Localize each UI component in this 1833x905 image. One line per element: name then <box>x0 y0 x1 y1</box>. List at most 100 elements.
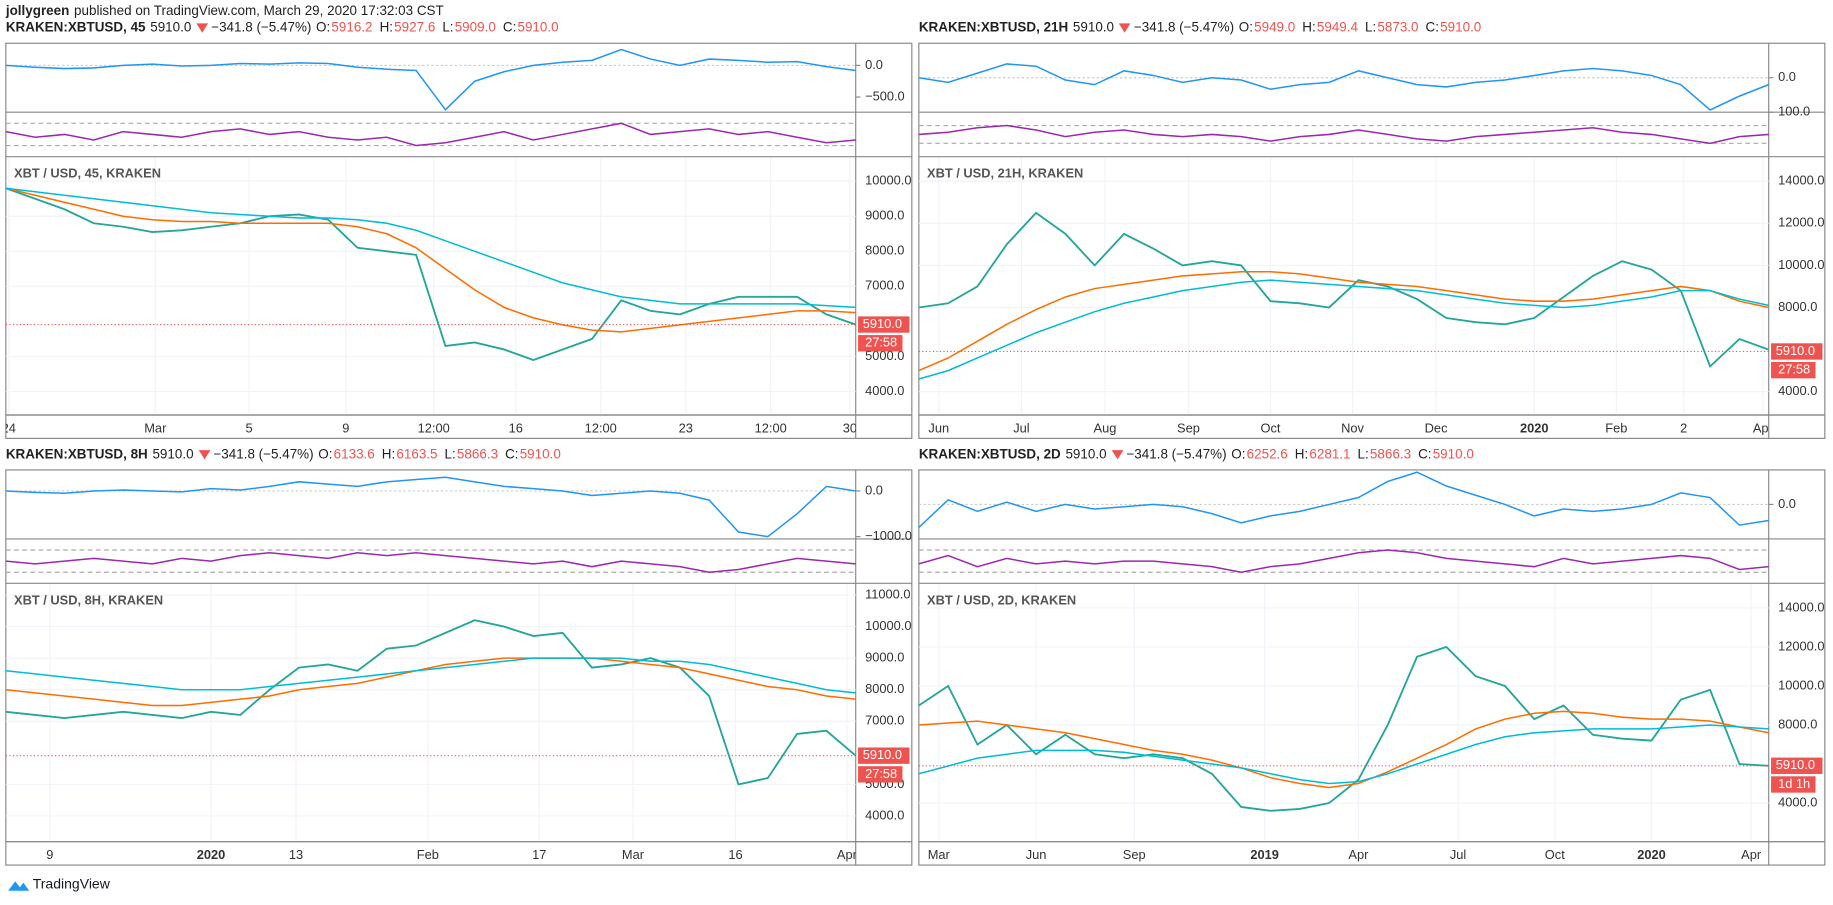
price-line <box>918 645 1769 812</box>
countdown-box <box>1771 361 1816 379</box>
x-tick-label: 2020 <box>1520 420 1549 435</box>
x-tick-label: 12:00 <box>755 420 787 435</box>
x-tick-label: 9 <box>46 847 53 862</box>
rsi-line <box>918 549 1769 574</box>
rsi-line <box>5 552 856 573</box>
ohlc-value: 5873.0 <box>1377 21 1419 36</box>
x-tick-label: Feb <box>417 847 439 862</box>
countdown: 1d 1h <box>1778 776 1810 791</box>
chart-header: KRAKEN:XBTUSD, 45 5910.0 −341.8 (−5.47%) O:… <box>6 21 566 35</box>
ohlc-value: 5910.0 <box>517 21 559 36</box>
y-tick-label: 8000.0 <box>865 681 904 696</box>
macd-line <box>918 63 1769 111</box>
x-tick-label: Jun <box>928 420 949 435</box>
countdown-box <box>1771 776 1816 793</box>
change: −341.8 (−5.47%) <box>213 447 314 462</box>
price-line <box>5 619 857 786</box>
ohlc-value: 6281.1 <box>1309 447 1351 462</box>
last-price-box <box>858 747 910 764</box>
price-line <box>918 724 1769 785</box>
ohlc-value: 5916.2 <box>331 21 373 36</box>
chart-panel: 24 Mar 5 9 12:00 16 12:00 23 12:00 30 0.0 −500.0 100… <box>2 42 913 439</box>
x-tick-label: 16 <box>728 847 742 862</box>
x-tick-label: 2019 <box>1250 847 1279 862</box>
x-tick-label: 5 <box>246 420 253 435</box>
y-tick-label: 7000.0 <box>865 278 904 293</box>
price-line <box>5 187 856 333</box>
x-tick-label: Oct <box>1261 420 1281 435</box>
ohlc-name: C: <box>505 447 519 462</box>
last-price: 5910.0 <box>150 21 192 36</box>
x-tick-label: Sep <box>1123 847 1146 862</box>
ohlc-name: C: <box>502 21 517 36</box>
x-tick-label: Sep <box>1177 420 1200 435</box>
y-tick-label: 4000.0 <box>1778 794 1817 809</box>
pane-title: XBT / USD, 8H, KRAKEN <box>14 592 163 607</box>
countdown: 27:58 <box>865 335 897 350</box>
y-tick-label: 0.0 <box>1778 496 1796 511</box>
published: published on TradingView.com, March 29, … <box>74 4 444 19</box>
ohlc-name: H: <box>1302 21 1316 36</box>
y-tick-label: 4000.0 <box>1778 383 1817 398</box>
price-line <box>5 657 856 694</box>
chart-panel: 9 2020 13 Feb 17 Mar 16 Apr 0.0 −1000.0 11000.0 100… <box>5 469 913 866</box>
x-tick-label: 17 <box>532 847 546 862</box>
countdown-box <box>858 766 903 783</box>
ohlc-value: 5910.0 <box>519 447 561 462</box>
countdown-box <box>858 335 903 352</box>
change: −341.8 (−5.47%) <box>1133 21 1235 36</box>
last-price-label: 5910.0 <box>863 747 902 762</box>
symbol: KRAKEN:XBTUSD, 45 <box>5 21 146 36</box>
price-line <box>5 187 856 309</box>
countdown: 27:58 <box>1778 362 1810 377</box>
ohlc-value: 5909.0 <box>454 21 496 36</box>
panel-frame <box>918 42 1826 439</box>
x-tick-label: Nov <box>1341 420 1364 435</box>
symbol: KRAKEN:XBTUSD, 8H <box>5 447 148 462</box>
last-price: 5910.0 <box>1065 447 1107 462</box>
chart-panel: Mar Jun Sep 2019 Apr Jul Oct 2020 Apr 0.0 14000.0 1… <box>918 469 1826 866</box>
price-line <box>918 270 1769 372</box>
y-tick-label: 10000.0 <box>865 618 911 633</box>
y-tick-label: 9000.0 <box>865 208 904 223</box>
pane-title: XBT / USD, 2D, KRAKEN <box>927 592 1076 607</box>
ohlc-name: L: <box>1365 21 1377 36</box>
y-tick-label: 11000.0 <box>865 586 910 601</box>
price-line <box>5 657 856 707</box>
ohlc-name: C: <box>1418 447 1432 462</box>
y-tick-label: 10000.0 <box>865 173 911 188</box>
ohlc-name: O: <box>1238 21 1253 36</box>
pane-title: XBT / USD, 21H, KRAKEN <box>927 166 1083 181</box>
last-price: 5910.0 <box>152 447 194 462</box>
ohlc-name: H: <box>1294 447 1309 462</box>
tv-logo <box>8 881 30 891</box>
ohlc-name: L: <box>1357 447 1369 462</box>
x-tick-label: Jul <box>1013 420 1029 435</box>
price-line <box>918 279 1769 380</box>
y-tick-label: 4000.0 <box>865 807 904 822</box>
x-tick-label: Mar <box>622 847 645 862</box>
ohlc-name: L: <box>444 447 456 462</box>
ohlc-value: 6252.6 <box>1246 447 1288 462</box>
y-tick-label: 8000.0 <box>1778 716 1817 731</box>
ohlc-name: H: <box>379 21 394 36</box>
last-price-box <box>1771 343 1823 360</box>
down-arrow <box>1111 450 1123 460</box>
x-tick-label: 24 <box>2 420 16 435</box>
y-tick-label: 14000.0 <box>1778 173 1824 188</box>
ohlc-value: 5927.6 <box>394 21 436 36</box>
y-tick-label: 12000.0 <box>1778 215 1824 230</box>
ohlc-value: 5910.0 <box>1440 21 1482 36</box>
ohlc-name: O: <box>316 21 331 36</box>
chart-header: KRAKEN:XBTUSD, 2D 5910.0 −341.8 (−5.47%) O:… <box>919 448 1481 462</box>
y-tick-label: 4000.0 <box>865 383 904 398</box>
ohlc-name: O: <box>318 447 333 462</box>
x-tick-label: Mar <box>144 420 167 435</box>
x-tick-label: Aug <box>1094 420 1117 435</box>
chart-panel: Jun Jul Aug Sep Oct Nov Dec 2020 Feb 2 Apr 0.0 100.0… <box>918 42 1826 439</box>
y-tick-label: −1000.0 <box>865 528 912 543</box>
macd-line <box>5 476 856 538</box>
